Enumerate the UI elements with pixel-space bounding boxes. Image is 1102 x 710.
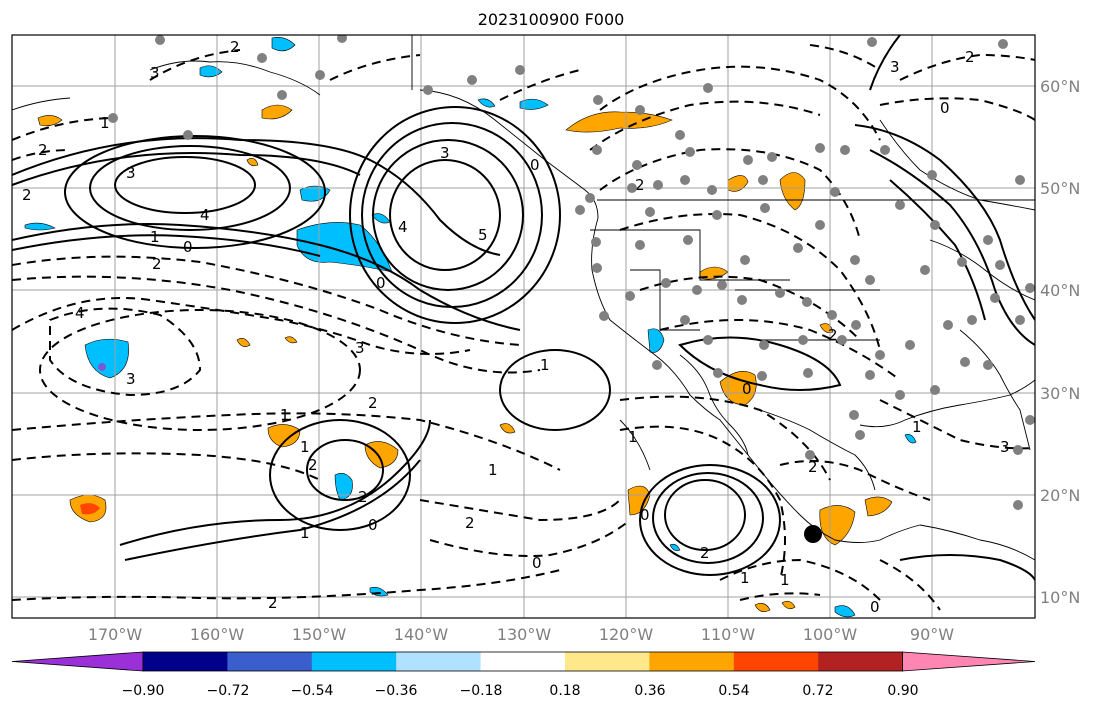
svg-text:2: 2: [230, 38, 240, 56]
colorbar-arrow-left: [11, 651, 144, 672]
svg-text:2: 2: [38, 141, 48, 159]
svg-text:2: 2: [465, 514, 475, 532]
lon-label: 170°W: [88, 625, 143, 644]
svg-text:2: 2: [22, 186, 32, 204]
lat-label: 20°N: [1040, 486, 1080, 505]
svg-text:0: 0: [532, 554, 542, 572]
lat-label: 60°N: [1040, 77, 1080, 96]
lon-label: 160°W: [190, 625, 245, 644]
lat-label: 10°N: [1040, 588, 1080, 607]
svg-text:2: 2: [808, 458, 818, 476]
contour-labels: 2 3 2 2 3 4 1 0 2 3 5 4 0 3 4 3 3 1 0 2 …: [22, 38, 1010, 616]
colorbar-tick-label: 0.72: [802, 683, 833, 699]
lon-label: 130°W: [497, 625, 552, 644]
svg-text:3: 3: [126, 164, 136, 182]
colorbar-tick-label: −0.18: [460, 683, 503, 699]
lon-label: 110°W: [701, 625, 756, 644]
colorbar-segment: [818, 652, 904, 671]
svg-text:1: 1: [150, 228, 160, 246]
svg-text:1: 1: [912, 418, 922, 436]
strong-anomaly-patches: [80, 503, 100, 515]
lon-label: 100°W: [803, 625, 858, 644]
svg-text:2: 2: [308, 456, 318, 474]
colorbar-arrow-right: [902, 651, 1036, 672]
colorbar-segment: [227, 652, 313, 671]
colorbar-tick-label: −0.36: [375, 683, 418, 699]
colorbar-segment: [311, 652, 397, 671]
map-frame: [11, 34, 1036, 619]
lon-label: 150°W: [292, 625, 347, 644]
svg-text:1: 1: [488, 461, 498, 479]
svg-text:0: 0: [640, 506, 650, 524]
svg-text:4: 4: [398, 218, 408, 236]
svg-text:2: 2: [828, 326, 838, 344]
svg-text:2: 2: [152, 255, 162, 273]
colorbar-segment: [565, 652, 650, 671]
svg-text:1: 1: [300, 438, 310, 456]
map-title: 2023100900 F000: [477, 10, 625, 29]
svg-text:3: 3: [1000, 438, 1010, 456]
svg-text:3: 3: [150, 64, 160, 82]
svg-text:4: 4: [200, 206, 210, 224]
colorbar-outline: [142, 651, 903, 672]
colorbar-tick-labels: −0.90 −0.72 −0.54 −0.36 −0.18 0.18 0.36 …: [122, 683, 919, 699]
svg-text:2: 2: [635, 176, 645, 194]
svg-text:3: 3: [355, 339, 365, 357]
svg-text:2: 2: [965, 48, 975, 66]
colorbar-tick-label: 0.18: [549, 683, 580, 699]
colorbar-tick-label: 0.36: [634, 683, 665, 699]
lon-label: 140°W: [394, 625, 449, 644]
svg-text:0: 0: [530, 156, 540, 174]
svg-text:0: 0: [368, 516, 378, 534]
latitude-labels: 60°N 50°N 40°N 30°N 20°N 10°N: [1040, 77, 1080, 607]
svg-text:3: 3: [890, 58, 900, 76]
colorbar-tick-label: −0.54: [291, 683, 334, 699]
svg-text:5: 5: [478, 226, 488, 244]
colorbar-tick-label: −0.72: [207, 683, 250, 699]
lon-label: 90°W: [910, 625, 954, 644]
gridlines: [12, 35, 1035, 618]
lat-label: 40°N: [1040, 281, 1080, 300]
svg-text:2: 2: [700, 544, 710, 562]
svg-text:1: 1: [628, 428, 638, 446]
svg-text:0: 0: [742, 380, 752, 398]
svg-text:3: 3: [126, 370, 136, 388]
colorbar-segment: [649, 652, 735, 671]
svg-text:1: 1: [300, 524, 310, 542]
svg-text:1: 1: [780, 571, 790, 589]
svg-text:2: 2: [358, 488, 368, 506]
colorbar-segment: [480, 652, 566, 671]
svg-text:1: 1: [280, 406, 290, 424]
svg-text:2: 2: [368, 394, 378, 412]
svg-text:1: 1: [100, 114, 110, 132]
svg-text:0: 0: [940, 99, 950, 117]
dashed-contours: [12, 44, 1035, 611]
svg-text:0: 0: [376, 274, 386, 292]
negative-anomaly-patches: [24, 37, 917, 618]
lon-label: 120°W: [599, 625, 654, 644]
lat-label: 50°N: [1040, 179, 1080, 198]
solid-contours: [12, 35, 1035, 581]
svg-text:2: 2: [268, 594, 278, 612]
colorbar-tick-label: 0.54: [718, 683, 749, 699]
deep-negative-patch: [98, 363, 106, 371]
coastlines: [12, 35, 1035, 561]
colorbar-segment: [733, 652, 819, 671]
svg-text:0: 0: [870, 598, 880, 616]
colorbar-segment: [143, 652, 228, 671]
svg-text:1: 1: [740, 569, 750, 587]
colorbar-tick-label: −0.90: [122, 683, 165, 699]
colorbar: [11, 651, 1036, 672]
longitude-labels: 170°W 160°W 150°W 140°W 130°W 120°W 110°…: [88, 625, 954, 644]
colorbar-tick-label: 0.90: [887, 683, 918, 699]
storm-center-marker: [804, 525, 822, 543]
svg-text:0: 0: [183, 238, 193, 256]
station-dots: [108, 35, 1035, 510]
svg-text:3: 3: [440, 144, 450, 162]
lat-label: 30°N: [1040, 384, 1080, 403]
svg-text:1: 1: [540, 356, 550, 374]
svg-text:4: 4: [75, 304, 85, 322]
colorbar-segment: [396, 652, 482, 671]
